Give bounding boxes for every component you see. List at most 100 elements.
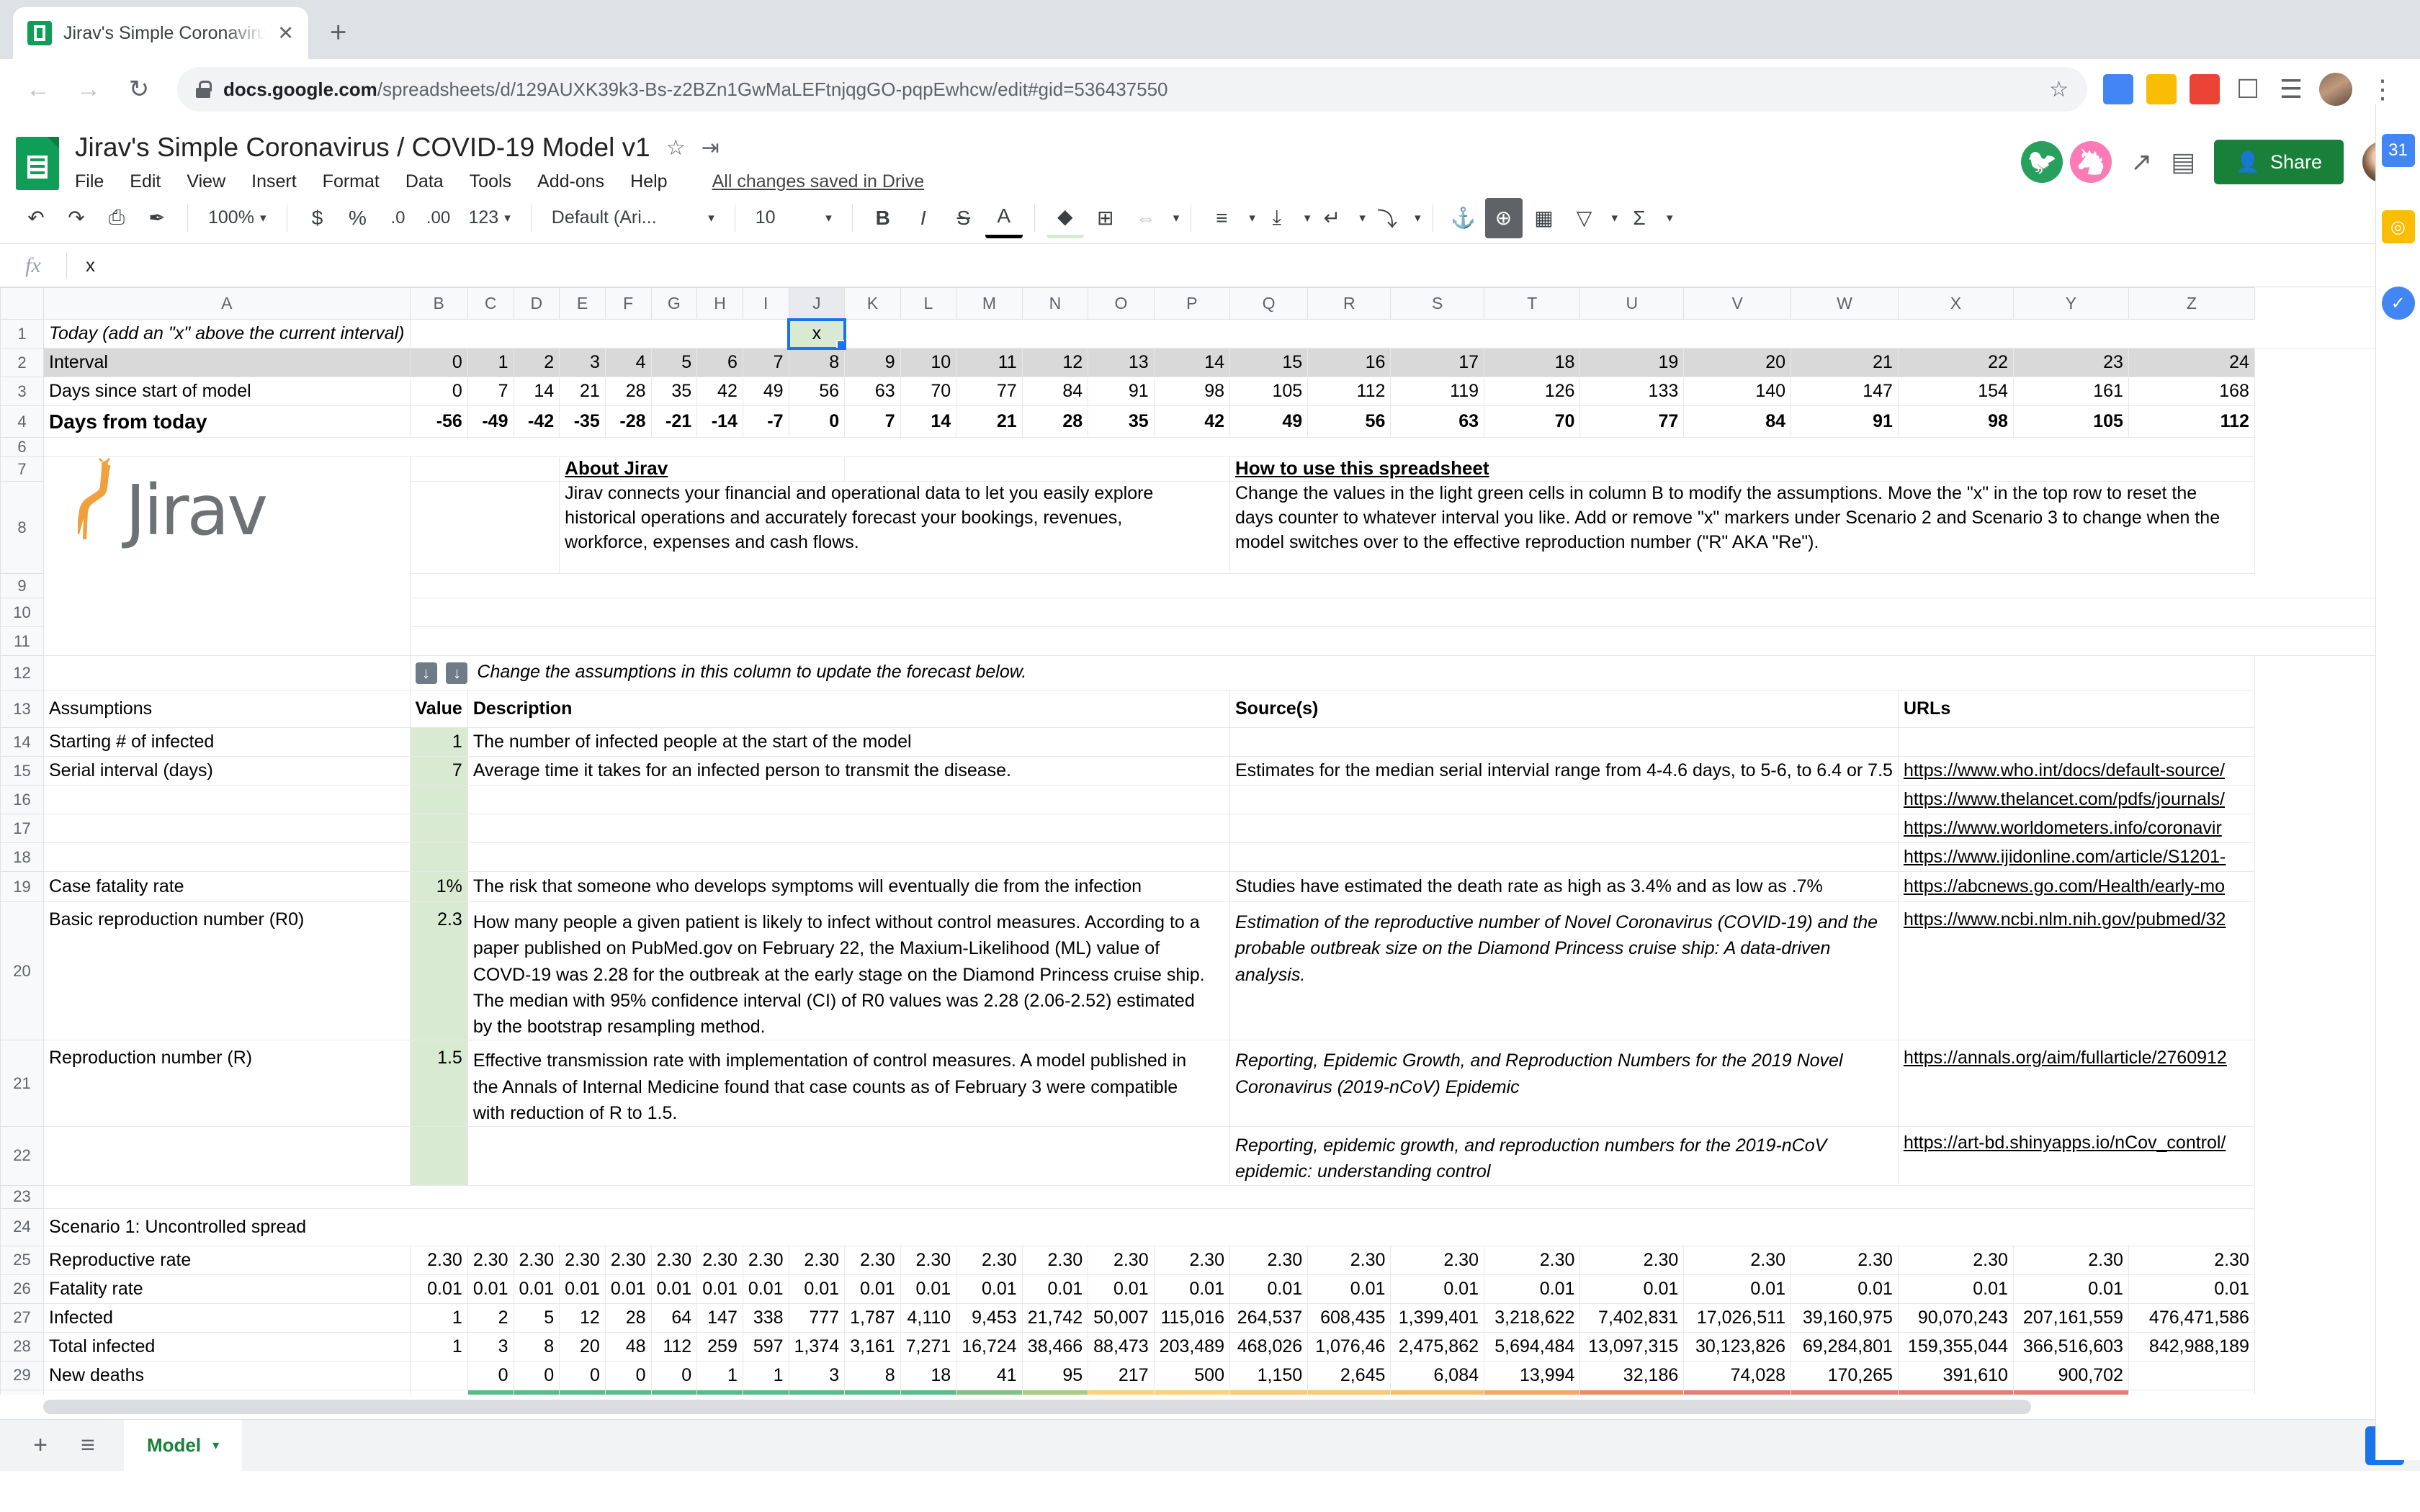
cell-I4[interactable]: -7 xyxy=(743,405,789,438)
cell-K2[interactable]: 9 xyxy=(844,348,901,377)
more-formats-select[interactable]: 123 ▾ xyxy=(460,199,519,238)
s1-r4-c10[interactable]: 18 xyxy=(900,1361,957,1390)
cell-H3[interactable]: 42 xyxy=(696,377,743,406)
chevron-down-icon[interactable]: ▾ xyxy=(1173,210,1180,225)
s1-r3-c15[interactable]: 468,026 xyxy=(1229,1332,1309,1362)
increase-decimal-button[interactable]: .00 xyxy=(426,207,451,228)
cell-Q2[interactable]: 15 xyxy=(1229,348,1309,377)
cell-A16[interactable] xyxy=(43,785,411,814)
row-header-23[interactable]: 23 xyxy=(0,1184,44,1209)
s1-r1-c17[interactable]: 0.01 xyxy=(1390,1274,1484,1304)
s1-r5-c6[interactable]: 1 xyxy=(696,1390,743,1395)
s1-r5-c4[interactable]: 0 xyxy=(605,1390,652,1395)
cell-S3[interactable]: 119 xyxy=(1390,377,1484,406)
cell-row23[interactable] xyxy=(43,1185,2255,1209)
cell-D3[interactable]: 14 xyxy=(514,377,560,406)
vertical-align-button[interactable]: ⤓ xyxy=(1272,206,1282,228)
col-header-T[interactable]: T xyxy=(1483,287,1581,320)
s1-r1-c12[interactable]: 0.01 xyxy=(1022,1274,1089,1304)
sheet-tab-model[interactable]: Model ▾ xyxy=(124,1419,243,1472)
s1-r5-c18[interactable]: 24,757 xyxy=(1484,1390,1581,1395)
s1-r3-c19[interactable]: 13,097,315 xyxy=(1579,1332,1685,1362)
s1-r4-c6[interactable]: 1 xyxy=(696,1361,743,1390)
italic-button[interactable]: I xyxy=(920,206,926,229)
jirav-logo-cell[interactable]: Jirav xyxy=(43,456,411,656)
google-keep-icon[interactable]: ◎ xyxy=(2381,210,2415,243)
horizontal-scrollbar-thumb[interactable] xyxy=(43,1400,2031,1414)
s1-r1-c15[interactable]: 0.01 xyxy=(1229,1274,1309,1304)
cell-X2[interactable]: 22 xyxy=(1898,348,2014,377)
s1-r2-c15[interactable]: 264,537 xyxy=(1229,1303,1309,1333)
row-header-1[interactable]: 1 xyxy=(0,319,44,348)
cell-K3[interactable]: 63 xyxy=(844,377,901,406)
s1-r4-c0[interactable] xyxy=(410,1361,468,1390)
row-header-19[interactable]: 19 xyxy=(0,871,44,902)
cell-U4[interactable]: 77 xyxy=(1579,405,1685,438)
col-header-C[interactable]: C xyxy=(467,287,514,320)
cell-P2[interactable]: 14 xyxy=(1154,348,1231,377)
row-header-24[interactable]: 24 xyxy=(0,1207,44,1246)
col-header-E[interactable]: E xyxy=(559,287,606,320)
assumption-value-1[interactable]: 7 xyxy=(410,756,468,786)
text-color-button[interactable]: A xyxy=(985,198,1023,238)
s1-r4-c15[interactable]: 1,150 xyxy=(1229,1361,1309,1390)
s1-r4-c14[interactable]: 500 xyxy=(1154,1361,1231,1390)
row-header-30[interactable]: 30 xyxy=(0,1389,44,1395)
s1-r0-c20[interactable]: 2.30 xyxy=(1683,1246,1792,1275)
assumptions-header-urls[interactable]: URLs xyxy=(1898,690,2255,728)
s1-r3-c12[interactable]: 38,466 xyxy=(1022,1332,1089,1362)
cell-M2[interactable]: 11 xyxy=(956,348,1023,377)
chevron-down-icon[interactable]: ▾ xyxy=(1611,210,1618,225)
fill-color-button[interactable]: ◆ xyxy=(1046,198,1084,238)
cell-F4[interactable]: -28 xyxy=(605,405,652,438)
s1-r5-c14[interactable]: 884 xyxy=(1154,1390,1231,1395)
assumption-source-2[interactable]: Studies have estimated the death rate as… xyxy=(1229,871,1899,902)
s1-r4-c4[interactable]: 0 xyxy=(605,1361,652,1390)
text-rotation-button[interactable]: ⤵ xyxy=(1376,207,1397,230)
cell-Z4[interactable]: 112 xyxy=(2128,405,2255,438)
cell-B4[interactable]: -56 xyxy=(410,405,468,438)
col-header-W[interactable]: W xyxy=(1791,287,1899,320)
col-header-J[interactable]: J xyxy=(788,287,846,320)
s1-r3-c1[interactable]: 3 xyxy=(467,1332,514,1362)
s1-r2-c7[interactable]: 338 xyxy=(743,1303,789,1333)
cell-row11[interactable] xyxy=(410,626,2381,656)
menu-tools[interactable]: Tools xyxy=(469,171,512,192)
assumption-desc-4[interactable]: Effective transmission rate with impleme… xyxy=(467,1040,1231,1127)
s1-r0-c19[interactable]: 2.30 xyxy=(1579,1246,1685,1275)
s1-r2-c20[interactable]: 17,026,511 xyxy=(1683,1303,1792,1333)
assumption-desc-0[interactable]: The number of infected people at the sta… xyxy=(467,727,1231,757)
cell-L4[interactable]: 14 xyxy=(900,405,957,438)
s1-r2-c8[interactable]: 777 xyxy=(789,1303,846,1333)
s1-r5-c7[interactable]: 2 xyxy=(743,1390,789,1395)
insert-comment-button[interactable]: ⊕ xyxy=(1484,197,1523,238)
row-header-3[interactable]: 3 xyxy=(0,377,44,406)
s1-r2-c6[interactable]: 147 xyxy=(696,1303,743,1333)
cell-V2[interactable]: 20 xyxy=(1683,348,1792,377)
assumptions-header-description[interactable]: Description xyxy=(467,690,1231,728)
s1-label-5[interactable]: Total deaths xyxy=(43,1390,411,1395)
assumption-url-1b[interactable]: https://www.thelancet.com/pdfs/journals/ xyxy=(1898,785,2255,814)
menu-addons[interactable]: Add-ons xyxy=(537,171,605,192)
cell-Y4[interactable]: 105 xyxy=(2013,405,2129,438)
row-header-20[interactable]: 20 xyxy=(0,901,44,1041)
cell-B17[interactable] xyxy=(410,814,468,843)
s1-r0-c5[interactable]: 2.30 xyxy=(651,1246,698,1275)
cell-P4[interactable]: 42 xyxy=(1154,405,1231,438)
s1-r1-c8[interactable]: 0.01 xyxy=(789,1274,846,1304)
assumption-url-0[interactable] xyxy=(1898,727,2255,757)
add-sheet-button[interactable]: + xyxy=(33,1431,48,1459)
s1-r0-c11[interactable]: 2.30 xyxy=(956,1246,1023,1275)
s1-r1-c10[interactable]: 0.01 xyxy=(900,1274,957,1304)
text-wrap-button[interactable]: ↵ xyxy=(1323,207,1341,229)
assumptions-header-sources[interactable]: Source(s) xyxy=(1229,690,1899,728)
s1-r4-c3[interactable]: 0 xyxy=(559,1361,606,1390)
menu-view[interactable]: View xyxy=(187,171,226,192)
s1-r1-c18[interactable]: 0.01 xyxy=(1484,1274,1581,1304)
reload-icon[interactable]: ↻ xyxy=(128,76,150,103)
scenario1-title[interactable]: Scenario 1: Uncontrolled spread xyxy=(43,1208,2255,1246)
cell-Q3[interactable]: 105 xyxy=(1229,377,1309,406)
row-header-18[interactable]: 18 xyxy=(0,842,44,872)
col-header-F[interactable]: F xyxy=(604,287,652,320)
cell-E4[interactable]: -35 xyxy=(559,405,606,438)
